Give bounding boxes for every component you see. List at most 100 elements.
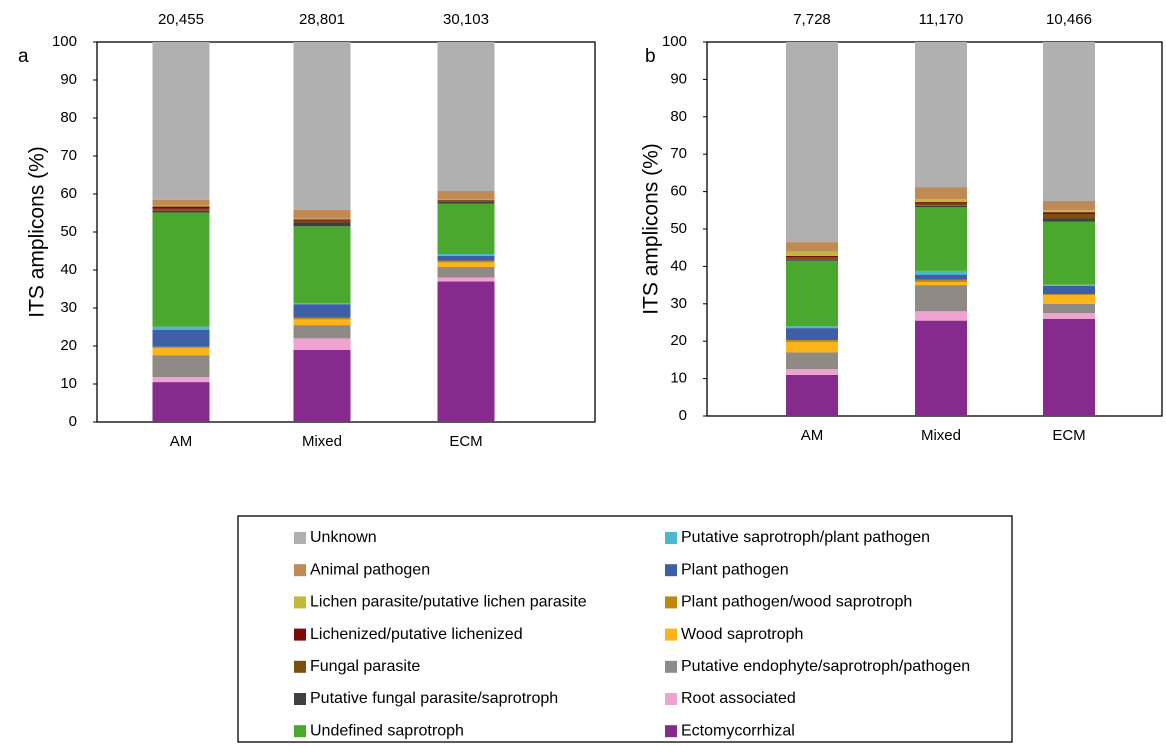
bar-segment bbox=[915, 203, 967, 206]
bar-segment bbox=[437, 260, 495, 263]
y-tick-label: 40 bbox=[670, 257, 687, 274]
bar-segment bbox=[152, 355, 210, 378]
bar-segment bbox=[437, 200, 495, 202]
bar-segment bbox=[1043, 221, 1095, 285]
bar-segment bbox=[786, 260, 838, 327]
legend-swatch bbox=[294, 660, 306, 673]
bar-total: 30,103 bbox=[443, 11, 489, 28]
y-tick-label: 30 bbox=[60, 299, 77, 316]
bar-segment bbox=[152, 42, 210, 200]
bar-segment bbox=[152, 382, 210, 422]
bar-segment bbox=[152, 329, 210, 347]
legend-label: Animal pathogen bbox=[310, 561, 430, 578]
bar-segment bbox=[786, 326, 838, 329]
bar-segment bbox=[293, 338, 351, 350]
bar-segment bbox=[437, 262, 495, 267]
bar-segment bbox=[152, 208, 210, 211]
y-tick-label: 90 bbox=[60, 71, 77, 88]
legend-swatch bbox=[294, 532, 306, 544]
bar-segment bbox=[293, 220, 351, 223]
legend-swatch bbox=[294, 596, 306, 609]
legend-label: Lichenized/putative lichenized bbox=[310, 626, 523, 643]
bar-segment bbox=[915, 285, 967, 312]
bar-segment bbox=[915, 207, 967, 271]
legend-swatch bbox=[665, 660, 677, 673]
bar-segment bbox=[1043, 313, 1095, 319]
x-tick-label: AM bbox=[170, 433, 193, 450]
bar-segment bbox=[786, 340, 838, 342]
bar-segment bbox=[152, 377, 210, 383]
legend-label: Putative endophyte/saprotroph/pathogen bbox=[681, 658, 970, 675]
bar-segment bbox=[1043, 285, 1095, 295]
legend-swatch bbox=[665, 532, 677, 544]
bar-segment bbox=[152, 199, 210, 206]
x-tick-label: ECM bbox=[1052, 427, 1085, 444]
legend-label: Undefined saprotroph bbox=[310, 722, 464, 739]
bar-segment bbox=[786, 352, 838, 370]
legend-swatch bbox=[294, 725, 306, 738]
legend-label: Putative saprotroph/plant pathogen bbox=[681, 529, 930, 546]
y-tick-label: 90 bbox=[670, 70, 687, 87]
x-tick-label: Mixed bbox=[921, 427, 961, 444]
bar-segment bbox=[915, 42, 967, 188]
legend-label: Unknown bbox=[310, 529, 377, 546]
legend-swatch bbox=[665, 564, 677, 577]
legend-swatch bbox=[665, 596, 677, 609]
y-axis-label: ITS amplicons (%) bbox=[26, 146, 49, 318]
legend-swatch bbox=[665, 725, 677, 738]
bar-segment bbox=[293, 218, 351, 220]
y-tick-label: 20 bbox=[60, 337, 77, 354]
y-tick-label: 60 bbox=[670, 183, 687, 200]
y-tick-label: 0 bbox=[679, 407, 687, 424]
panel-label: a bbox=[18, 46, 29, 67]
bar-segment bbox=[1043, 294, 1095, 296]
bar-segment bbox=[786, 328, 838, 341]
bar-segment bbox=[293, 226, 351, 304]
bar-segment bbox=[915, 199, 967, 203]
bar-total: 10,466 bbox=[1046, 11, 1092, 28]
bar-segment bbox=[1043, 318, 1095, 416]
bar-segment bbox=[293, 319, 351, 326]
legend-label: Wood saprotroph bbox=[681, 626, 803, 643]
y-tick-label: 20 bbox=[670, 332, 687, 349]
bar-segment bbox=[437, 281, 495, 422]
bar-segment bbox=[1043, 303, 1095, 314]
bar-segment bbox=[1043, 284, 1095, 286]
bar-segment bbox=[437, 42, 495, 191]
y-tick-label: 100 bbox=[662, 33, 687, 50]
y-tick-label: 70 bbox=[670, 145, 687, 162]
bar-segment bbox=[915, 187, 967, 200]
bar-segment bbox=[152, 346, 210, 348]
bar-segment bbox=[293, 42, 351, 210]
bar-segment bbox=[437, 277, 495, 282]
bar-total: 7,728 bbox=[793, 11, 831, 28]
bar-segment bbox=[293, 317, 351, 320]
bar-segment bbox=[1043, 218, 1095, 222]
bar-segment bbox=[915, 320, 967, 416]
bar-segment bbox=[152, 212, 210, 327]
legend-label: Lichen parasite/putative lichen parasite bbox=[310, 594, 587, 611]
bar-segment bbox=[437, 254, 495, 256]
bar-segment bbox=[1043, 42, 1095, 201]
bar-total: 20,455 bbox=[158, 11, 204, 28]
legend-swatch bbox=[294, 628, 306, 641]
bar-segment bbox=[915, 311, 967, 321]
y-tick-label: 80 bbox=[670, 108, 687, 125]
bar-segment bbox=[915, 282, 967, 286]
y-tick-label: 50 bbox=[60, 223, 77, 240]
legend-label: Plant pathogen/wood saprotroph bbox=[681, 594, 912, 611]
y-tick-label: 60 bbox=[60, 185, 77, 202]
bar-segment bbox=[437, 255, 495, 261]
bar-segment bbox=[786, 374, 838, 416]
legend-label: Ectomycorrhizal bbox=[681, 722, 795, 739]
bar-segment bbox=[915, 202, 967, 204]
x-tick-label: ECM bbox=[449, 433, 482, 450]
bar-segment bbox=[1043, 212, 1095, 215]
x-tick-label: Mixed bbox=[302, 433, 342, 450]
bar-segment bbox=[293, 304, 351, 318]
bar-segment bbox=[152, 347, 210, 356]
y-tick-label: 0 bbox=[69, 413, 77, 430]
y-tick-label: 10 bbox=[60, 375, 77, 392]
legend-swatch bbox=[294, 564, 306, 577]
